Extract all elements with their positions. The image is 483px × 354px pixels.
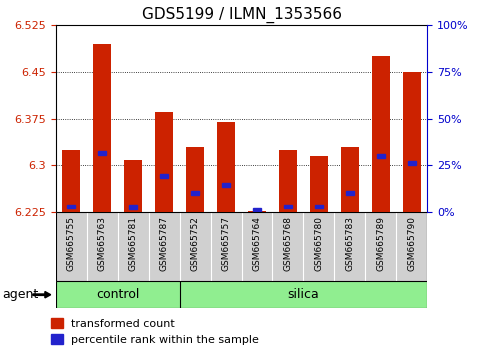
Bar	[67, 205, 75, 209]
Bar	[284, 205, 292, 209]
Text: GSM665790: GSM665790	[408, 216, 416, 271]
Title: GDS5199 / ILMN_1353566: GDS5199 / ILMN_1353566	[142, 7, 341, 23]
Bar	[93, 44, 112, 212]
Bar	[315, 205, 323, 209]
Bar	[211, 212, 242, 281]
Bar	[366, 212, 397, 281]
Text: GSM665781: GSM665781	[128, 216, 138, 271]
Bar	[303, 212, 334, 281]
Bar	[99, 151, 106, 155]
Text: GSM665764: GSM665764	[253, 216, 261, 271]
Bar	[149, 212, 180, 281]
Bar	[272, 212, 303, 281]
Bar	[403, 72, 421, 212]
Bar	[248, 211, 266, 212]
Bar	[346, 192, 354, 195]
Bar	[310, 156, 328, 212]
Text: GSM665789: GSM665789	[376, 216, 385, 271]
Bar	[180, 281, 427, 308]
Bar	[408, 161, 416, 165]
Bar	[372, 56, 390, 212]
Text: GSM665783: GSM665783	[345, 216, 355, 271]
Bar	[242, 212, 272, 281]
Bar	[397, 212, 427, 281]
Text: GSM665755: GSM665755	[67, 216, 75, 271]
Bar	[186, 147, 204, 212]
Bar	[222, 183, 230, 187]
Bar	[62, 150, 80, 212]
Bar	[279, 150, 297, 212]
Bar	[160, 174, 168, 178]
Text: GSM665752: GSM665752	[190, 216, 199, 271]
Text: GSM665757: GSM665757	[222, 216, 230, 271]
Text: GSM665780: GSM665780	[314, 216, 324, 271]
Text: control: control	[96, 288, 139, 301]
Bar	[377, 154, 384, 158]
Bar	[56, 281, 180, 308]
Bar	[217, 122, 235, 212]
Text: silica: silica	[287, 288, 319, 301]
Bar	[124, 160, 142, 212]
Text: GSM665768: GSM665768	[284, 216, 293, 271]
Bar	[334, 212, 366, 281]
Bar	[155, 112, 173, 212]
Bar	[56, 212, 86, 281]
Text: agent: agent	[2, 288, 39, 301]
Bar	[117, 212, 149, 281]
Text: GSM665763: GSM665763	[98, 216, 107, 271]
Legend: transformed count, percentile rank within the sample: transformed count, percentile rank withi…	[52, 319, 259, 345]
Bar	[180, 212, 211, 281]
Bar	[129, 205, 137, 209]
Bar	[253, 208, 261, 212]
Bar	[86, 212, 117, 281]
Bar	[191, 192, 199, 195]
Text: GSM665787: GSM665787	[159, 216, 169, 271]
Bar	[341, 147, 359, 212]
